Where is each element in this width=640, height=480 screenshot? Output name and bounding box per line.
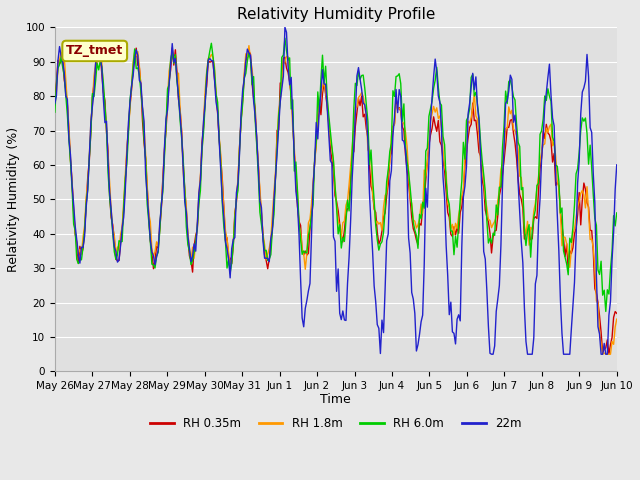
Y-axis label: Relativity Humidity (%): Relativity Humidity (%) — [7, 127, 20, 272]
Text: TZ_tmet: TZ_tmet — [66, 45, 124, 58]
Legend: RH 0.35m, RH 1.8m, RH 6.0m, 22m: RH 0.35m, RH 1.8m, RH 6.0m, 22m — [145, 412, 526, 434]
Title: Relativity Humidity Profile: Relativity Humidity Profile — [237, 7, 435, 22]
X-axis label: Time: Time — [321, 393, 351, 406]
